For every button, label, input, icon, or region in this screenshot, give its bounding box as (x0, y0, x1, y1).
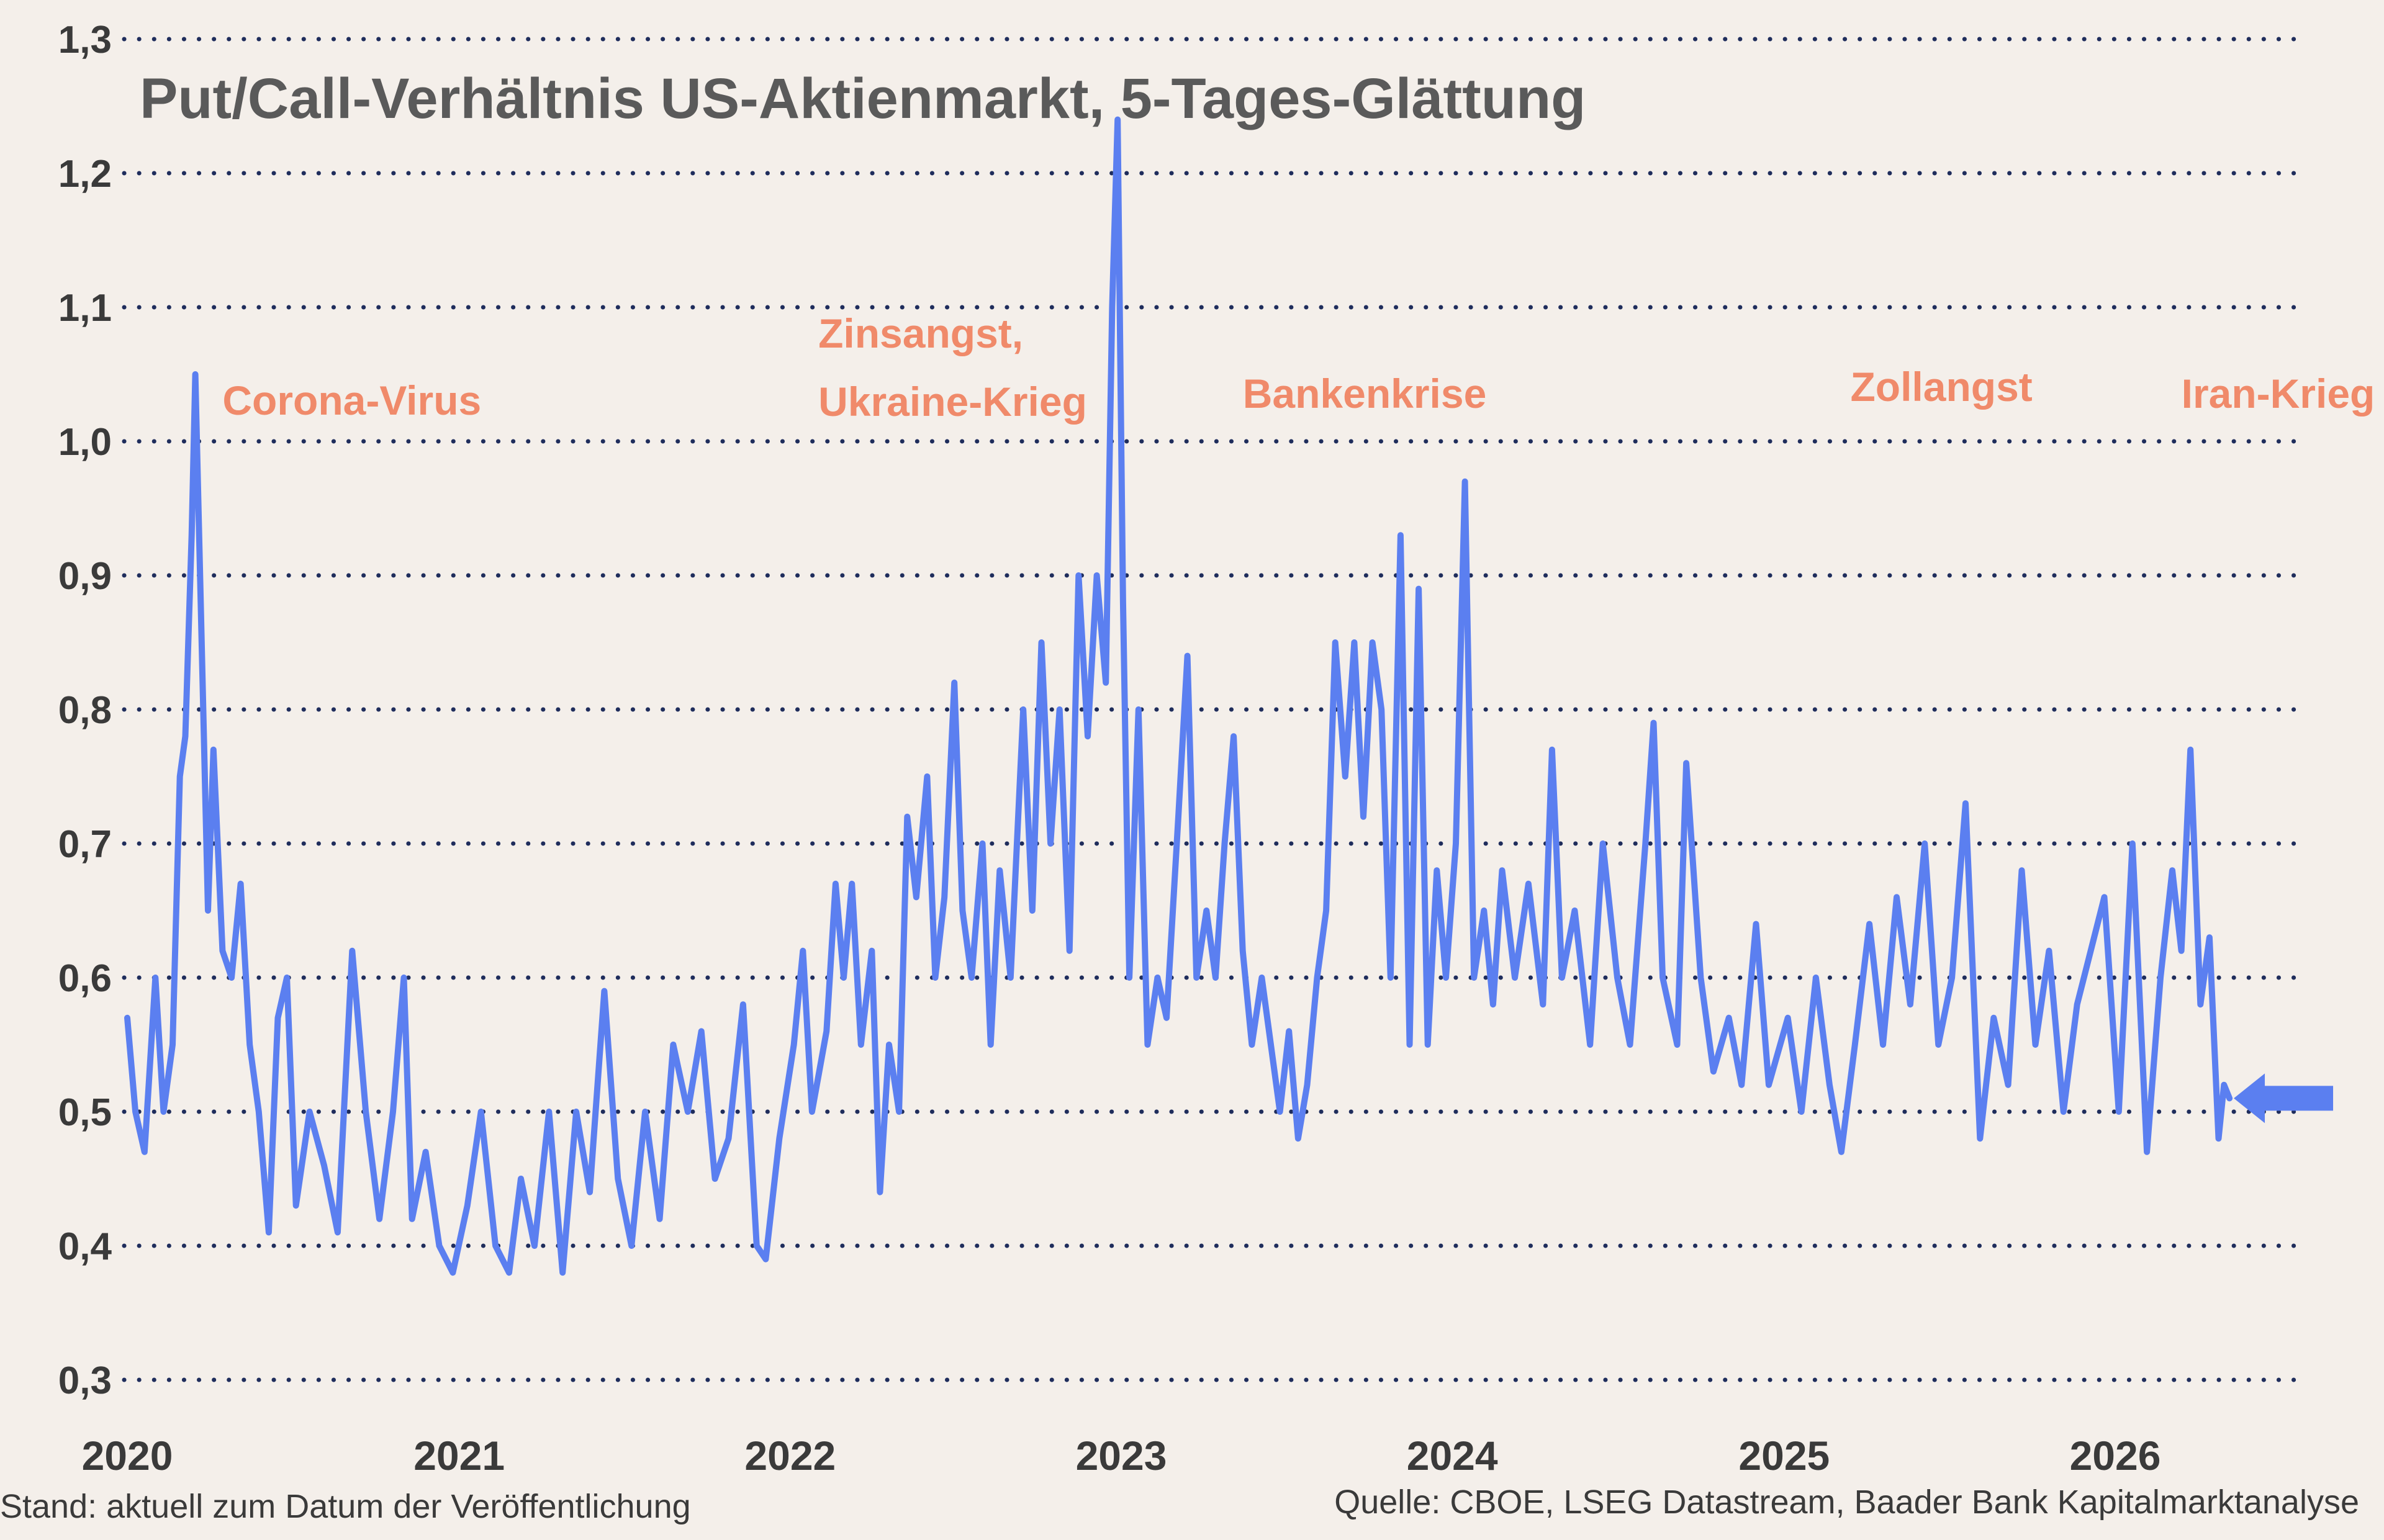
footer-source: Quelle: CBOE, LSEG Datastream, Baader Ba… (1334, 1484, 2359, 1521)
annotation-1: Ukraine-Krieg (818, 379, 1087, 425)
annotation-1: Zinsangst, (818, 310, 1023, 356)
annotation-2: Bankenkrise (1243, 371, 1487, 417)
annotation-4: Iran-Krieg (2182, 371, 2375, 417)
x-tick-label: 2025 (1738, 1433, 1830, 1479)
chart-title: Put/Call-Verhältnis US-Aktienmarkt, 5-Ta… (140, 67, 1586, 130)
gridlines (122, 37, 2306, 1382)
y-axis-ticks: 1,3 1,2 1,1 1,0 0,9 0,8 0,7 0,6 0,5 0,4 0,3 (58, 19, 112, 1402)
y-tick-label: 0,7 (58, 823, 112, 866)
y-tick-label: 1,3 (58, 19, 112, 61)
y-tick-label: 0,6 (58, 957, 112, 1000)
y-tick-label: 0,4 (58, 1225, 112, 1268)
y-tick-label: 1,2 (58, 153, 112, 196)
x-tick-label: 2026 (2070, 1433, 2161, 1479)
x-axis-ticks: 2020 2021 2022 2023 2024 2025 2026 (82, 1433, 2161, 1479)
series-layer (124, 116, 2233, 1276)
x-tick-label: 2024 (1407, 1433, 1498, 1479)
annotation-3: Zollangst (1850, 364, 2032, 410)
x-tick-label: 2020 (82, 1433, 173, 1479)
y-tick-label: 0,3 (58, 1359, 112, 1402)
x-tick-label: 2022 (744, 1433, 836, 1479)
current-value-marker (2234, 1073, 2334, 1123)
y-tick-label: 0,9 (58, 555, 112, 598)
series-line-0 (124, 116, 2233, 1276)
annotations: Corona-Virus Zinsangst, Ukraine-Krieg Banke… (222, 310, 2375, 425)
current-value-arrow (2234, 1073, 2334, 1123)
y-tick-label: 1,1 (58, 287, 112, 330)
annotation-0: Corona-Virus (222, 377, 481, 423)
x-tick-label: 2021 (413, 1433, 505, 1479)
y-tick-label: 1,0 (58, 421, 112, 464)
y-tick-label: 0,8 (58, 689, 112, 732)
y-tick-label: 0,5 (58, 1091, 112, 1134)
footer-stand: Stand: aktuell zum Datum der Veröffentli… (0, 1488, 691, 1525)
x-tick-label: 2023 (1076, 1433, 1167, 1479)
